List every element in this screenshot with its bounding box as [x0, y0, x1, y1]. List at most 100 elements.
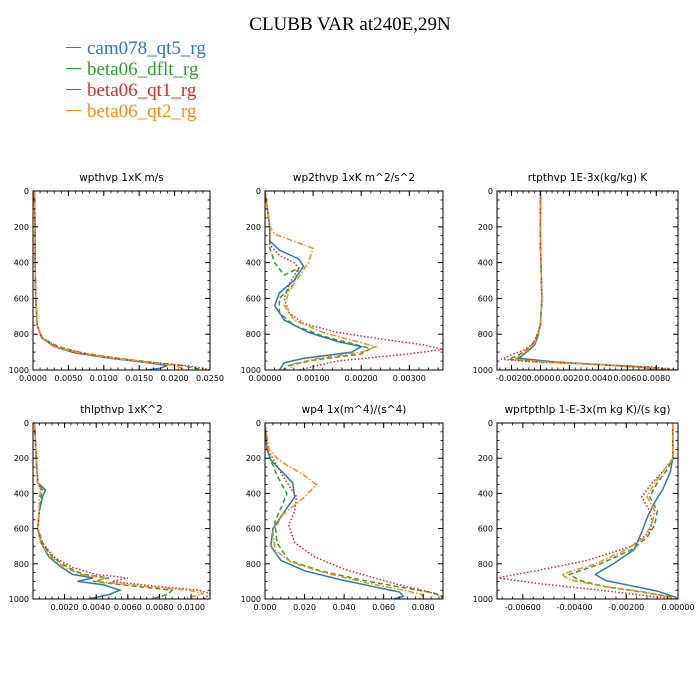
series-line-beta06_qt2_rg [559, 423, 678, 599]
series-line-beta06_dflt_rg [33, 191, 204, 370]
x-tick-label: 0.0020 [555, 374, 583, 383]
series-line-beta06_qt2_rg [265, 423, 425, 599]
y-tick-label: 800 [246, 560, 261, 569]
y-tick-label: 0 [24, 419, 29, 428]
series-line-cam078_qt5_rg [593, 423, 678, 599]
series-line-beta06_dflt_rg [33, 423, 174, 599]
plot-frame [496, 190, 679, 371]
x-tick-label: 0.0100 [90, 374, 118, 383]
y-tick-label: 200 [246, 223, 261, 232]
x-tick-label: -0.00400 [557, 603, 593, 612]
y-tick-label: 800 [246, 330, 261, 339]
chart-title: wp4 1x(m^4)/(s^4) [302, 404, 407, 416]
y-tick-label: 1000 [9, 366, 29, 375]
x-tick-label: 0.0150 [125, 374, 153, 383]
x-tick-label: -0.0020 [496, 374, 527, 383]
x-tick-label: 0.000 [254, 603, 277, 612]
series-line-beta06_dflt_rg [265, 191, 373, 370]
x-tick-label: 0.00100 [297, 374, 330, 383]
x-tick-label: -0.00600 [505, 603, 541, 612]
chart-title: rtpthvp 1E-3x(kg/kg) K [528, 172, 649, 184]
y-tick-label: 0 [256, 187, 261, 196]
y-tick-label: 1000 [241, 366, 261, 375]
y-tick-label: 1000 [241, 595, 261, 604]
x-tick-label: 0.0000 [526, 374, 554, 383]
series-line-beta06_dflt_rg [265, 423, 443, 599]
y-tick-label: 400 [246, 259, 261, 268]
legend-label: beta06_dflt_rg [87, 59, 199, 80]
x-tick-label: 0.060 [372, 603, 395, 612]
legend-swatch [66, 89, 81, 91]
x-tick-label: 0.0080 [642, 374, 670, 383]
series-line-beta06_qt1_rg [33, 191, 210, 370]
y-tick-label: 200 [478, 454, 493, 463]
series-line-cam078_qt5_rg [265, 191, 364, 370]
y-tick-label: 0 [256, 419, 261, 428]
x-tick-label: 0.00300 [393, 374, 426, 383]
x-tick-label: 0.0040 [82, 603, 110, 612]
x-tick-label: 0.0250 [196, 374, 224, 383]
y-tick-label: 800 [14, 560, 29, 569]
y-tick-label: 200 [14, 223, 29, 232]
y-tick-label: 800 [478, 330, 493, 339]
series-line-cam078_qt5_rg [33, 191, 168, 370]
y-tick-label: 600 [14, 294, 29, 303]
y-tick-label: 200 [14, 454, 29, 463]
y-tick-label: 600 [246, 525, 261, 534]
x-tick-label: 0.0000 [19, 374, 47, 383]
x-tick-label: 0.0040 [584, 374, 612, 383]
x-tick-label: 0.00000 [661, 603, 694, 612]
y-tick-label: 200 [246, 454, 261, 463]
legend-label: beta06_qt1_rg [87, 80, 197, 101]
legend-swatch [66, 110, 81, 112]
series-line-beta06_qt2_rg [33, 423, 204, 599]
y-tick-label: 600 [246, 294, 261, 303]
chart-title: wpthvp 1xK m/s [79, 172, 164, 184]
x-tick-label: 0.0050 [54, 374, 82, 383]
y-tick-label: 1000 [9, 595, 29, 604]
x-tick-label: 0.080 [412, 603, 435, 612]
series-line-cam078_qt5_rg [33, 423, 123, 599]
chart-panel: rtpthvp 1E-3x(kg/kg) K 0 200 400 600 800 1000-… [473, 172, 679, 383]
legend-swatch [66, 68, 81, 70]
x-tick-label: 0.00200 [345, 374, 378, 383]
figure-title: CLUBB VAR at240E,29N [249, 14, 451, 35]
chart-title: thlpthvp 1xK^2 [80, 404, 163, 416]
y-tick-label: 400 [14, 489, 29, 498]
legend-item: cam078_qt5_rg [66, 38, 206, 59]
chart-title: wp2thvp 1xK m^2/s^2 [293, 172, 415, 184]
x-tick-label: 0.0060 [114, 603, 142, 612]
plot-frame [32, 190, 211, 371]
y-tick-label: 1000 [473, 366, 493, 375]
series-line-cam078_qt5_rg [516, 191, 657, 370]
y-tick-label: 800 [14, 330, 29, 339]
series-line-beta06_qt1_rg [265, 191, 443, 370]
chart-panel: wprtpthlp 1-E-3x(m kg K)/(s kg) 0 200 400 60… [473, 404, 695, 612]
legend-label: cam078_qt5_rg [87, 38, 206, 59]
y-tick-label: 200 [478, 223, 493, 232]
y-tick-label: 600 [14, 525, 29, 534]
legend-item: beta06_qt2_rg [66, 101, 206, 122]
y-tick-label: 800 [478, 560, 493, 569]
legend-swatch [66, 47, 81, 49]
series-line-beta06_qt2_rg [265, 191, 379, 370]
x-tick-label: 0.0060 [613, 374, 641, 383]
chart-title: wprtpthlp 1-E-3x(m kg K)/(s kg) [505, 404, 671, 416]
series-line-beta06_qt1_rg [265, 423, 443, 599]
series-line-beta06_qt2_rg [512, 191, 664, 370]
y-tick-label: 1000 [473, 595, 493, 604]
x-tick-label: 0.020 [293, 603, 316, 612]
x-tick-label: 0.0020 [51, 603, 79, 612]
y-tick-label: 400 [14, 259, 29, 268]
x-tick-label: 0.0080 [145, 603, 173, 612]
chart-panel: wp2thvp 1xK m^2/s^2 0 200 400 600 800 1000 0.00… [241, 172, 444, 383]
series-line-beta06_dflt_rg [567, 423, 678, 599]
y-tick-label: 600 [478, 525, 493, 534]
y-tick-label: 400 [246, 489, 261, 498]
legend: cam078_qt5_rg beta06_dflt_rg beta06_qt1_… [66, 38, 206, 122]
y-tick-label: 600 [478, 294, 493, 303]
